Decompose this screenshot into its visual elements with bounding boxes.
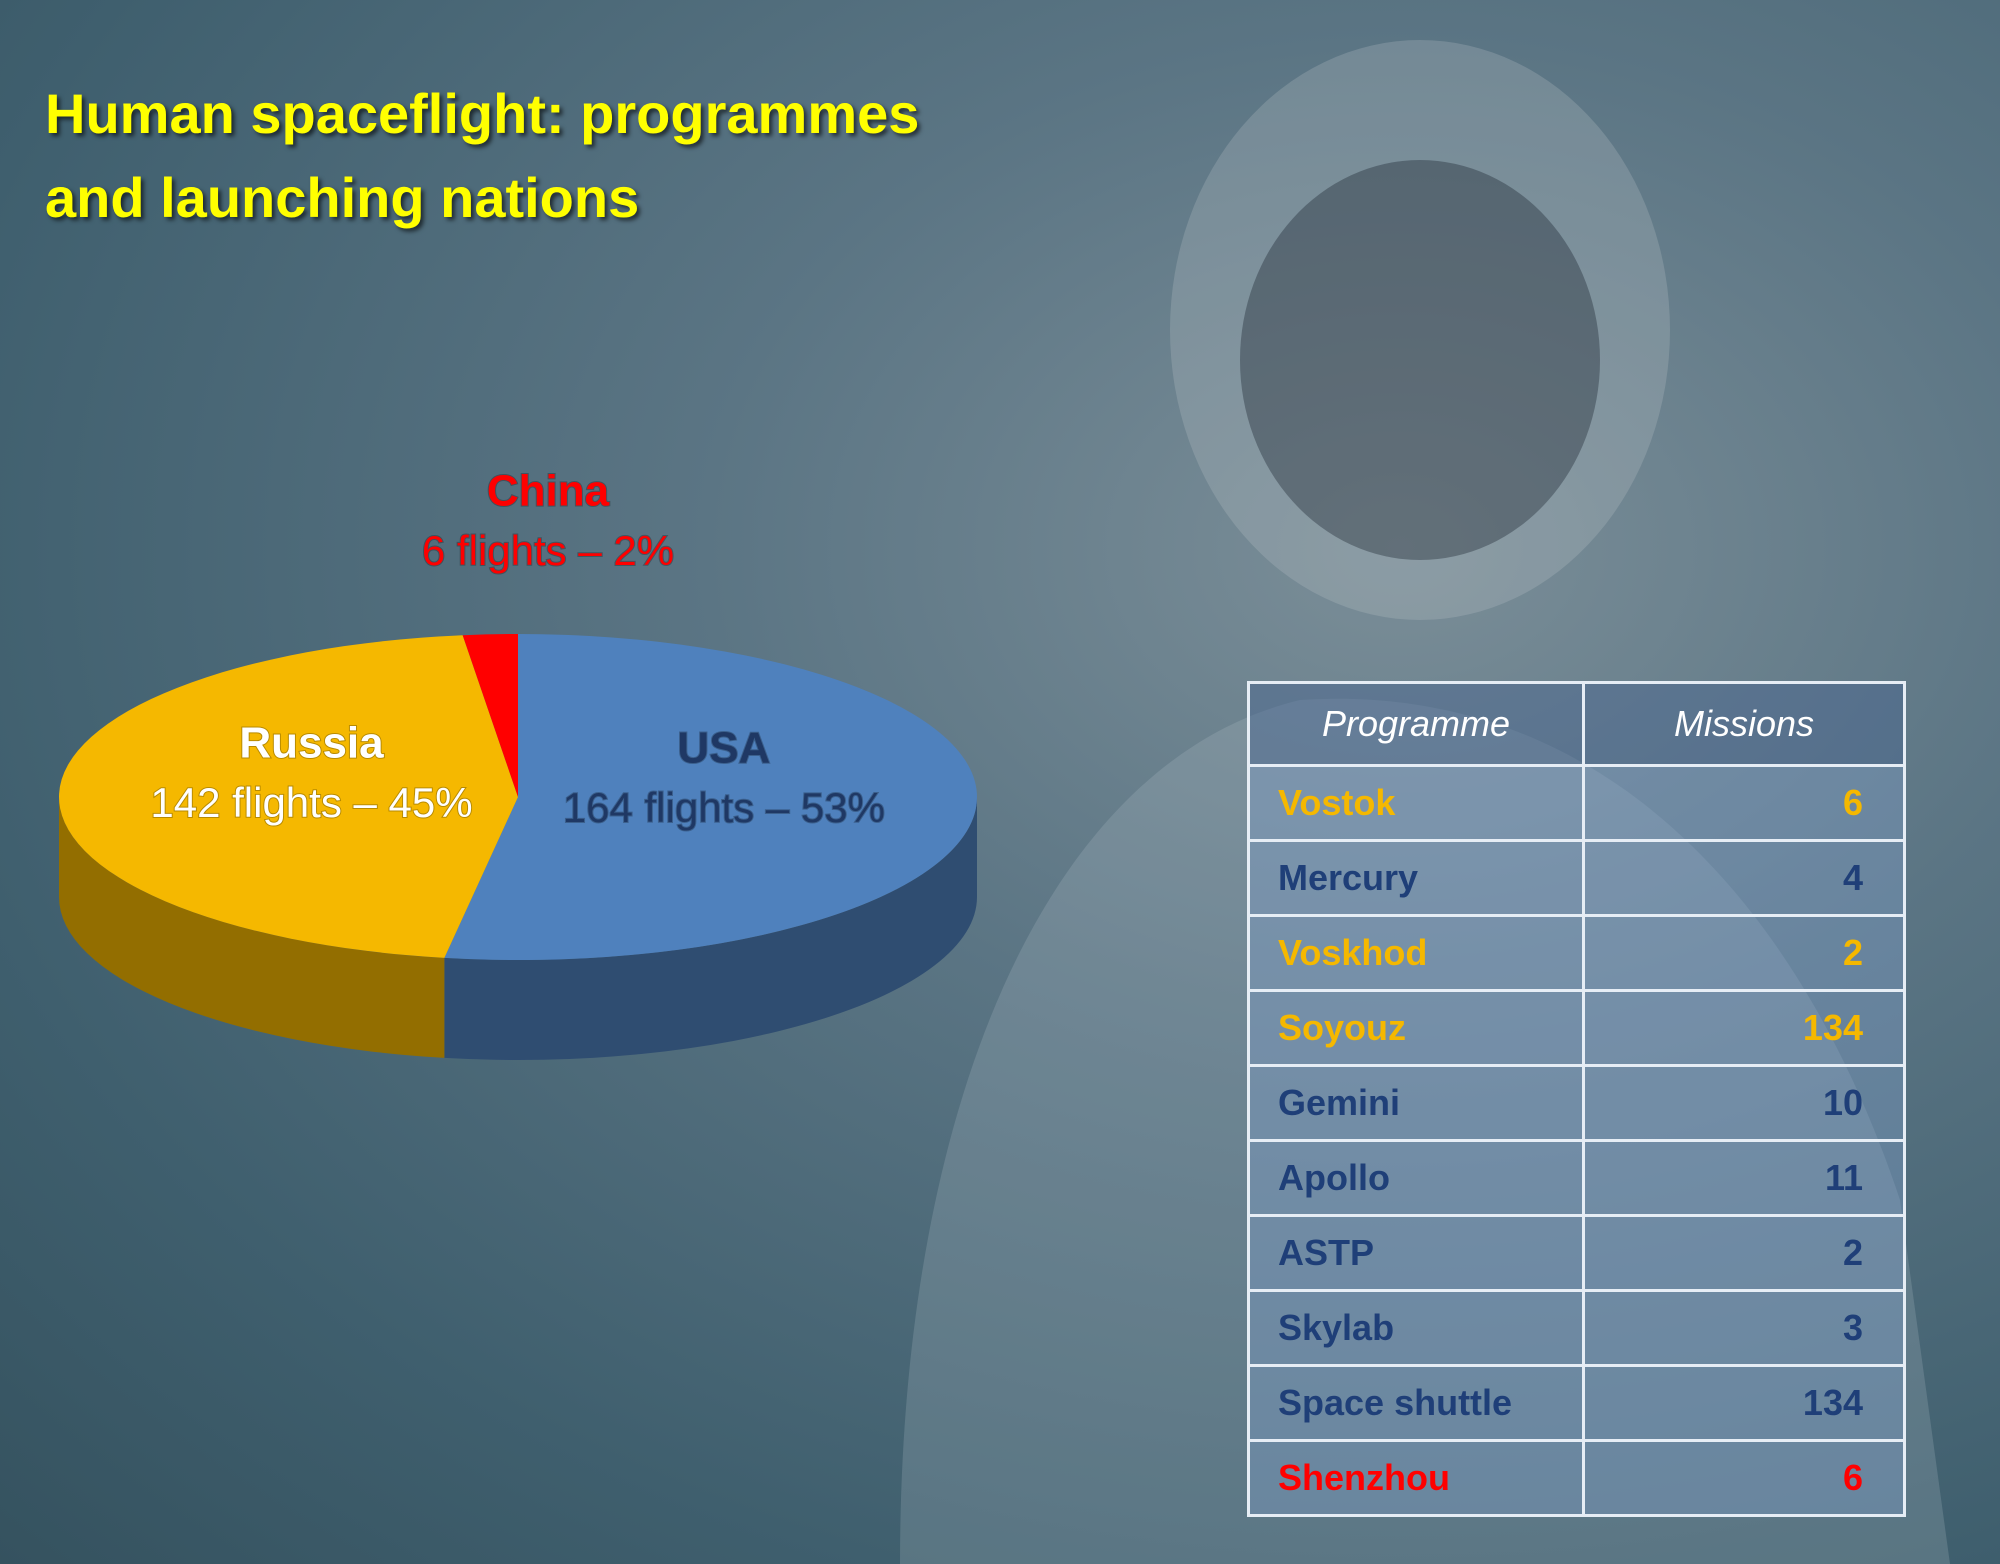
missions-cell: 134 [1582,1364,1906,1442]
programme-cell: Soyouz [1247,989,1585,1067]
table-row: Skylab 3 [1247,1289,1906,1367]
missions-cell: 10 [1582,1064,1906,1142]
slice-value-label: 142 flights – 45% [150,779,472,826]
programme-cell: Apollo [1247,1139,1585,1217]
table-row: Space shuttle 134 [1247,1364,1906,1442]
missions-cell: 4 [1582,839,1906,917]
missions-cell: 134 [1582,989,1906,1067]
programme-cell: Shenzhou [1247,1439,1585,1517]
missions-cell: 11 [1582,1139,1906,1217]
table-row: Apollo 11 [1247,1139,1906,1217]
table-row: Vostok 6 [1247,764,1906,842]
missions-cell: 6 [1582,764,1906,842]
visor-shape [1240,160,1600,560]
slice-value-label: 6 flights – 2% [422,527,674,574]
column-header: Missions [1582,681,1906,767]
column-header: Programme [1247,681,1585,767]
table-row: Shenzhou 6 [1247,1439,1906,1517]
missions-cell: 2 [1582,914,1906,992]
slice-name: Russia [239,719,384,768]
pie-chart: USA 164 flights – 53% Russia 142 flights – … [59,466,978,1060]
table-row: ASTP 2 [1247,1214,1906,1292]
table-row: Voskhod 2 [1247,914,1906,992]
table-row: Mercury 4 [1247,839,1906,917]
missions-table: Programme Missions Vostok 6 Mercury 4 Voskho… [1247,681,1906,1517]
helmet-shape [1170,40,1670,620]
header-row: Programme Missions [1247,681,1906,767]
table-row: Soyouz 134 [1247,989,1906,1067]
pie-slice-side [444,797,977,1060]
programme-cell: Mercury [1247,839,1585,917]
slice-value-label: 164 flights – 53% [563,784,885,831]
programme-cell: Voskhod [1247,914,1585,992]
programme-cell: ASTP [1247,1214,1585,1292]
slice-name: China [487,467,610,516]
slice-name: USA [677,724,770,773]
missions-cell: 6 [1582,1439,1906,1517]
programme-cell: Skylab [1247,1289,1585,1367]
pie-slice [462,634,518,797]
programme-cell: Gemini [1247,1064,1585,1142]
programme-cell: Space shuttle [1247,1364,1585,1442]
slide-title: Human spaceflight: programmes and launch… [45,82,920,229]
missions-cell: 3 [1582,1289,1906,1367]
programme-cell: Vostok [1247,764,1585,842]
pie-slice-side [59,797,445,1058]
missions-cell: 2 [1582,1214,1906,1292]
pie-slice [444,634,978,961]
table-row: Gemini 10 [1247,1064,1906,1142]
pie-slice [59,635,519,958]
